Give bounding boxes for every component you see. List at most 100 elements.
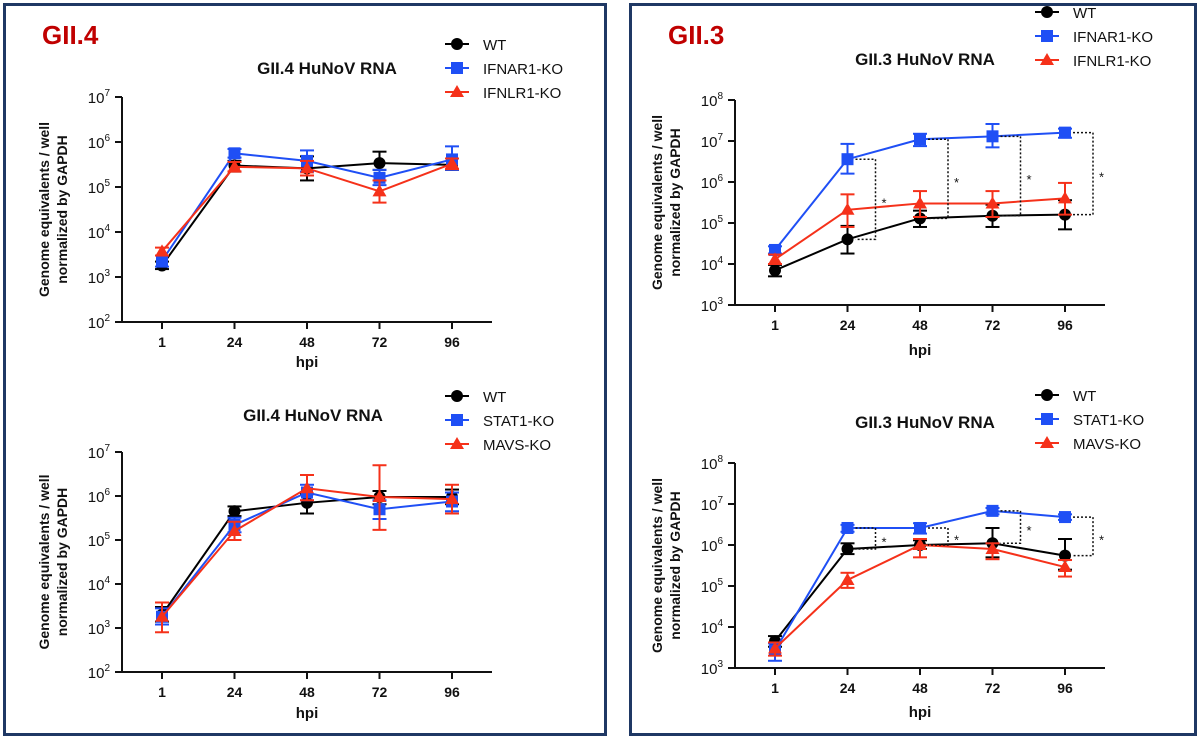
significance-star: * bbox=[1027, 523, 1032, 538]
legend-label: WT bbox=[483, 389, 506, 406]
data-point bbox=[840, 573, 855, 586]
data-point bbox=[228, 147, 241, 160]
panel-label: GII.3 bbox=[668, 20, 725, 50]
series-ifnlr1-ko bbox=[155, 156, 459, 257]
y-axis-label: Genome equivalents / well bbox=[649, 115, 665, 290]
significance-bracket: * bbox=[1000, 135, 1032, 217]
data-point bbox=[1058, 560, 1072, 573]
data-point bbox=[841, 233, 854, 246]
data-point bbox=[768, 641, 782, 654]
significance-star: * bbox=[1099, 170, 1104, 185]
y-tick-label: 105 bbox=[701, 577, 724, 596]
x-tick-label: 48 bbox=[912, 680, 928, 696]
legend-marker bbox=[1041, 6, 1053, 18]
y-tick-label: 108 bbox=[701, 454, 724, 473]
x-tick-label: 1 bbox=[158, 684, 166, 700]
data-point bbox=[227, 524, 242, 537]
series-stat1-ko bbox=[768, 504, 1072, 662]
data-point bbox=[1058, 191, 1072, 204]
legend-label: WT bbox=[1073, 388, 1096, 405]
data-point bbox=[300, 481, 314, 494]
y-axis-label-line2: normalized by GAPDH bbox=[667, 128, 683, 277]
x-tick-label: 1 bbox=[771, 680, 779, 696]
significance-star: * bbox=[882, 534, 887, 549]
series-mavs-ko bbox=[768, 538, 1072, 657]
legend-marker bbox=[451, 38, 463, 50]
x-tick-label: 1 bbox=[158, 334, 166, 350]
data-point bbox=[373, 157, 386, 170]
legend-label: STAT1-KO bbox=[1073, 412, 1144, 429]
panel-gii4: GII.4 bbox=[3, 3, 607, 736]
data-point bbox=[913, 196, 927, 209]
data-point bbox=[227, 159, 242, 172]
legend-label: MAVS-KO bbox=[483, 437, 551, 454]
data-point bbox=[914, 521, 926, 534]
significance-bracket: * bbox=[855, 158, 887, 241]
chart-title: GII.4 HuNoV RNA bbox=[243, 406, 383, 425]
x-tick-label: 72 bbox=[372, 684, 388, 700]
x-tick-label: 72 bbox=[985, 317, 1001, 333]
legend-marker bbox=[451, 390, 463, 402]
panel-label: GII.4 bbox=[42, 20, 99, 50]
legend-label: STAT1-KO bbox=[483, 413, 554, 430]
data-point bbox=[841, 521, 854, 534]
data-point bbox=[445, 492, 459, 505]
data-point bbox=[1059, 511, 1071, 524]
data-point bbox=[840, 202, 855, 215]
legend-label: WT bbox=[1073, 5, 1096, 22]
data-point bbox=[841, 153, 854, 166]
x-tick-label: 24 bbox=[227, 684, 243, 700]
legend-marker bbox=[451, 414, 463, 426]
legend-marker bbox=[1041, 389, 1053, 401]
data-point bbox=[300, 161, 314, 174]
x-tick-label: 72 bbox=[985, 680, 1001, 696]
legend-marker bbox=[450, 437, 464, 449]
significance-bracket: * bbox=[1073, 516, 1104, 557]
x-tick-label: 96 bbox=[444, 684, 460, 700]
bracket-line bbox=[1073, 516, 1094, 557]
legend-marker bbox=[450, 85, 464, 97]
y-axis-label: Genome equivalents / well bbox=[36, 474, 52, 649]
data-point bbox=[914, 133, 926, 146]
x-tick-label: 72 bbox=[372, 334, 388, 350]
y-tick-label: 104 bbox=[701, 618, 724, 637]
bracket-line bbox=[928, 138, 949, 220]
chart-title: GII.4 HuNoV RNA bbox=[257, 59, 397, 78]
significance-star: * bbox=[954, 532, 959, 547]
significance-bracket: * bbox=[855, 527, 887, 550]
legend-label: IFNLR1-KO bbox=[1073, 53, 1151, 70]
y-axis-label-line2: normalized by GAPDH bbox=[667, 491, 683, 640]
panel-gii3: GII.3 bbox=[629, 3, 1197, 736]
data-point bbox=[986, 504, 999, 517]
series-mavs-ko bbox=[155, 464, 459, 634]
legend-label: IFNAR1-KO bbox=[483, 61, 563, 78]
legend-label: IFNLR1-KO bbox=[483, 85, 561, 102]
x-tick-label: 96 bbox=[1057, 680, 1073, 696]
x-axis-label: hpi bbox=[909, 704, 932, 721]
x-tick-label: 96 bbox=[1057, 317, 1073, 333]
bracket-line bbox=[1073, 131, 1094, 216]
significance-bracket: * bbox=[928, 138, 959, 220]
y-axis-label: Genome equivalents / well bbox=[649, 478, 665, 653]
data-point bbox=[228, 505, 241, 518]
y-tick-label: 106 bbox=[701, 536, 724, 555]
x-tick-label: 24 bbox=[840, 317, 856, 333]
x-axis-label: hpi bbox=[296, 354, 319, 371]
series-line bbox=[774, 543, 1066, 650]
chart-title: GII.3 HuNoV RNA bbox=[855, 413, 995, 432]
legend-label: IFNAR1-KO bbox=[1073, 29, 1153, 46]
data-point bbox=[986, 130, 999, 143]
x-axis-label: hpi bbox=[296, 705, 319, 722]
y-tick-label: 107 bbox=[701, 495, 724, 514]
bracket-line bbox=[855, 527, 877, 550]
chart-title: GII.3 HuNoV RNA bbox=[855, 50, 995, 69]
data-point bbox=[156, 254, 168, 267]
y-axis-label: Genome equivalents / well bbox=[36, 122, 52, 297]
significance-star: * bbox=[882, 195, 887, 210]
legend-marker bbox=[1040, 436, 1054, 448]
x-axis-label: hpi bbox=[909, 342, 932, 359]
y-tick-label: 103 bbox=[701, 659, 724, 678]
